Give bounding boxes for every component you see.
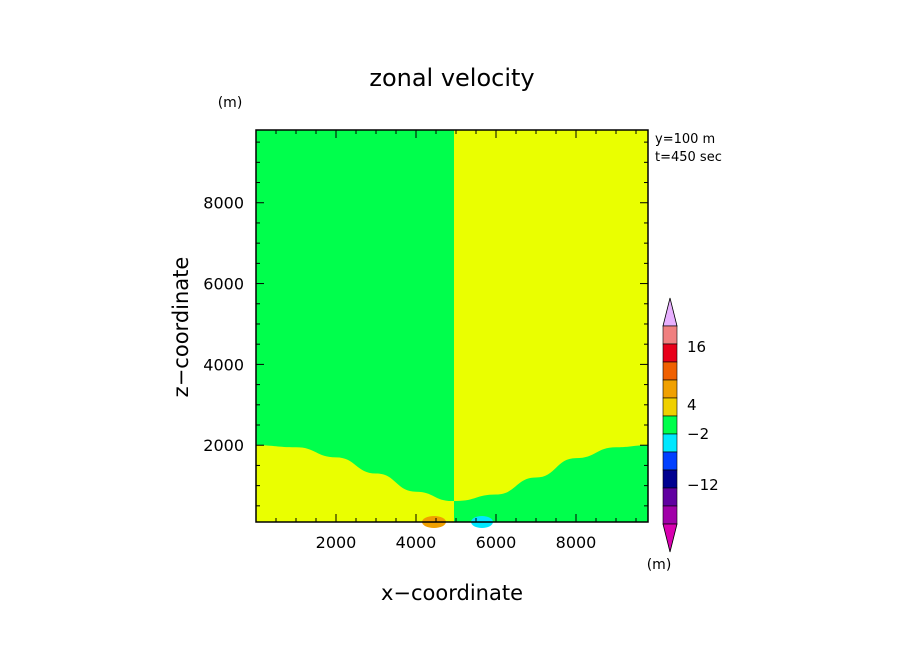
annotation-y: y=100 m <box>655 132 715 147</box>
colorbar-bin <box>662 343 678 363</box>
colorbar-lower-arrow <box>662 523 678 553</box>
z-tick-label: 2000 <box>203 436 244 455</box>
colorbar-label: 4 <box>687 396 697 414</box>
colorbar-bin <box>662 379 678 399</box>
colorbar-bin <box>662 433 678 453</box>
colorbar-bin <box>662 361 678 381</box>
z-tick-label: 4000 <box>203 355 244 374</box>
colorbar-label: −2 <box>687 425 709 443</box>
colorbar-label: 16 <box>687 338 706 356</box>
axis-ticks <box>256 130 648 522</box>
z-tick-label: 8000 <box>203 194 244 213</box>
x-tick-label: 6000 <box>476 533 517 552</box>
colorbar-bin <box>662 487 678 507</box>
chart-title: zonal velocity <box>369 64 534 92</box>
z-tick-label: 6000 <box>203 275 244 294</box>
region-lower-right <box>454 445 648 522</box>
plot-area <box>256 130 648 528</box>
colorbar-bin <box>662 505 678 525</box>
colorbar: 16 4 −2 −12 <box>662 297 719 553</box>
colorbar-bin <box>662 451 678 471</box>
x-tick-label: 8000 <box>556 533 597 552</box>
colorbar-unit-label: (m) <box>647 557 672 573</box>
x-axis-label: x−coordinate <box>381 581 523 605</box>
colorbar-upper-arrow <box>662 297 678 327</box>
x-tick-label: 2000 <box>316 533 357 552</box>
annotation-t: t=450 sec <box>655 150 722 165</box>
z-unit-label: (m) <box>218 95 243 111</box>
region-lower-left <box>256 445 454 522</box>
colorbar-bin <box>662 469 678 489</box>
plot-frame <box>255 129 649 523</box>
colorbar-bin <box>662 415 678 435</box>
axis-tick-labels: 2000 4000 6000 8000 2000 4000 6000 8000 <box>203 194 596 552</box>
x-tick-label: 4000 <box>396 533 437 552</box>
colorbar-bin <box>662 397 678 417</box>
y-axis-label: z−coordinate <box>169 257 193 398</box>
colorbar-bin <box>662 325 678 345</box>
colorbar-label: −12 <box>687 476 719 494</box>
